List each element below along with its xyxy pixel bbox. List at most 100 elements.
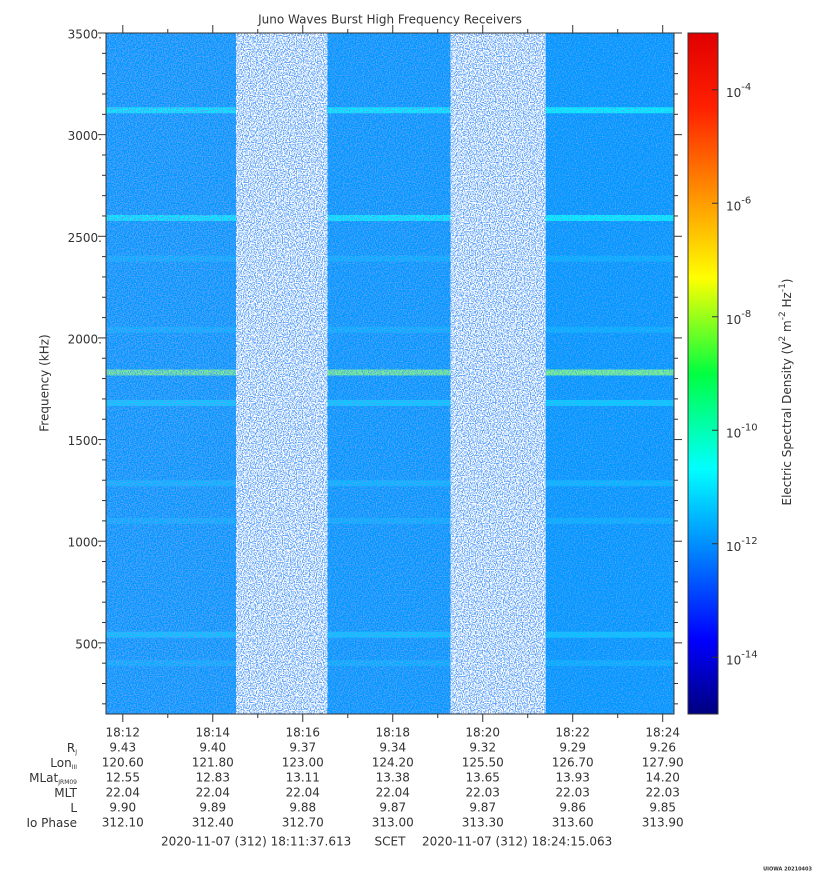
ephemeris-name-text: R	[67, 741, 75, 755]
ephemeris-name-text: L	[70, 801, 77, 815]
ephemeris-value: 12.83	[196, 771, 230, 785]
colorbar-tick-base: 10	[726, 653, 741, 667]
ephemeris-value: 9.85	[649, 801, 676, 815]
ephemeris-value: 22.04	[376, 786, 410, 800]
colorbar-tick-exponent: -4	[741, 82, 751, 93]
colorbar-tick-exponent: -10	[741, 422, 757, 433]
ephemeris-value: 9.43	[109, 741, 136, 755]
ephemeris-name: MLatJRM09	[29, 771, 77, 786]
ephemeris-value: 125.50	[462, 756, 504, 770]
y-tick-label: 3000.	[68, 129, 102, 143]
colorbar-label: Electric Spectral Density (V2 m-2 Hz-1)	[778, 278, 794, 505]
x-tick-label: 18:20	[465, 726, 500, 740]
ephemeris-value: 9.90	[109, 801, 136, 815]
ephemeris-value: 12.55	[106, 771, 140, 785]
ephemeris-value: 22.04	[106, 786, 140, 800]
scet-end: 2020-11-07 (312) 18:24:15.063	[422, 835, 612, 849]
ephemeris-value: 9.87	[379, 801, 406, 815]
ephemeris-value: 13.38	[376, 771, 410, 785]
ephemeris-name-sub: III	[72, 764, 78, 771]
colorbar-tick-label: 10-8	[726, 309, 751, 327]
colorbar-label-sup: -2	[778, 311, 788, 320]
colorbar-tick-label: 10-6	[726, 195, 751, 213]
ephemeris-value: 9.29	[559, 741, 586, 755]
scet-label: SCET	[375, 835, 407, 849]
ephemeris-value: 13.11	[286, 771, 320, 785]
ephemeris-value: 312.70	[282, 816, 324, 830]
colorbar-tick-label: 10-12	[726, 536, 758, 554]
ephemeris-name: RJ	[67, 741, 77, 756]
colorbar-tick-exponent: -8	[741, 309, 751, 320]
x-tick-label: 18:14	[195, 726, 230, 740]
colorbar-tick-base: 10	[726, 85, 741, 99]
colorbar-tick-base: 10	[726, 312, 741, 326]
ephemeris-value: 313.00	[372, 816, 414, 830]
ephemeris-value: 9.37	[289, 741, 316, 755]
colorbar-label-text: m	[780, 320, 794, 336]
ephemeris-name: LonIII	[50, 756, 77, 771]
ephemeris-name: MLT	[54, 786, 77, 800]
ephemeris-name-sub: J	[74, 749, 77, 756]
y-tick-label: 2000.	[68, 332, 102, 346]
ephemeris-name-sub: JRM09	[57, 779, 77, 786]
ephemeris-value: 13.93	[556, 771, 590, 785]
ephemeris-value: 313.30	[462, 816, 504, 830]
ephemeris-value: 313.90	[642, 816, 684, 830]
ephemeris-value: 9.34	[379, 741, 406, 755]
colorbar-tick-exponent: -12	[741, 536, 757, 547]
colorbar-tick-label: 10-10	[726, 422, 758, 440]
ephemeris-name: L	[70, 801, 77, 815]
ephemeris-value: 22.04	[196, 786, 230, 800]
ephemeris-value: 123.00	[282, 756, 324, 770]
colorbar-tick-base: 10	[726, 199, 741, 213]
x-tick-label: 18:18	[375, 726, 410, 740]
ephemeris-value: 9.86	[559, 801, 586, 815]
colorbar-label-sup: 2	[778, 336, 788, 342]
ephemeris-value: 312.10	[102, 816, 144, 830]
noise-texture	[106, 33, 237, 714]
ephemeris-value: 9.32	[469, 741, 496, 755]
ephemeris-value: 127.90	[642, 756, 684, 770]
colorbar-tick-label: 10-14	[726, 649, 758, 667]
ephemeris-value: 13.65	[466, 771, 500, 785]
colorbar-label-text: Electric Spectral Density (V	[780, 341, 794, 506]
x-tick-label: 18:12	[105, 726, 140, 740]
ephemeris-value: 14.20	[646, 771, 680, 785]
ephemeris-value: 9.89	[199, 801, 226, 815]
ephemeris-value: 124.20	[372, 756, 414, 770]
ephemeris-value: 22.03	[466, 786, 500, 800]
y-tick-label: 1500.	[68, 434, 102, 448]
colorbar-label-sup: -1	[778, 283, 788, 292]
ephemeris-value: 9.87	[469, 801, 496, 815]
y-tick-label: 2500.	[68, 231, 102, 245]
colorbar-label-text: Hz	[780, 292, 794, 311]
scet-start: 2020-11-07 (312) 18:11:37.613	[161, 835, 351, 849]
y-axis-label: Frequency (kHz)	[38, 334, 52, 431]
ephemeris-value: 9.26	[649, 741, 676, 755]
colorbar-tick-exponent: -14	[741, 649, 757, 660]
x-tick-label: 18:24	[645, 726, 680, 740]
ephemeris-value: 22.04	[286, 786, 320, 800]
colorbar-tick-exponent: -6	[741, 195, 751, 206]
ephemeris-name-text: Io Phase	[26, 816, 77, 830]
y-tick-label: 1000.	[68, 536, 102, 550]
colorbar-tick-label: 10-4	[726, 82, 751, 100]
ephemeris-value: 22.03	[646, 786, 680, 800]
chart-title: Juno Waves Burst High Frequency Receiver…	[257, 13, 522, 27]
colorbar	[687, 32, 719, 715]
x-tick-label: 18:16	[285, 726, 320, 740]
colorbar-tick-base: 10	[726, 539, 741, 553]
ephemeris-value: 312.40	[192, 816, 234, 830]
plot-area	[106, 33, 674, 714]
ephemeris-value: 9.88	[289, 801, 316, 815]
ephemeris-name-text: MLat	[29, 771, 58, 785]
ephemeris-name: Io Phase	[26, 816, 77, 830]
ephemeris-value: 9.40	[199, 741, 226, 755]
ephemeris-value: 313.60	[552, 816, 594, 830]
ephemeris-value: 126.70	[552, 756, 594, 770]
x-tick-label: 18:22	[555, 726, 590, 740]
credit: UIOWA 20210403	[763, 867, 812, 873]
ephemeris-name-text: MLT	[54, 786, 77, 800]
colorbar-label-text: )	[780, 278, 794, 283]
plot-frame	[105, 32, 675, 715]
